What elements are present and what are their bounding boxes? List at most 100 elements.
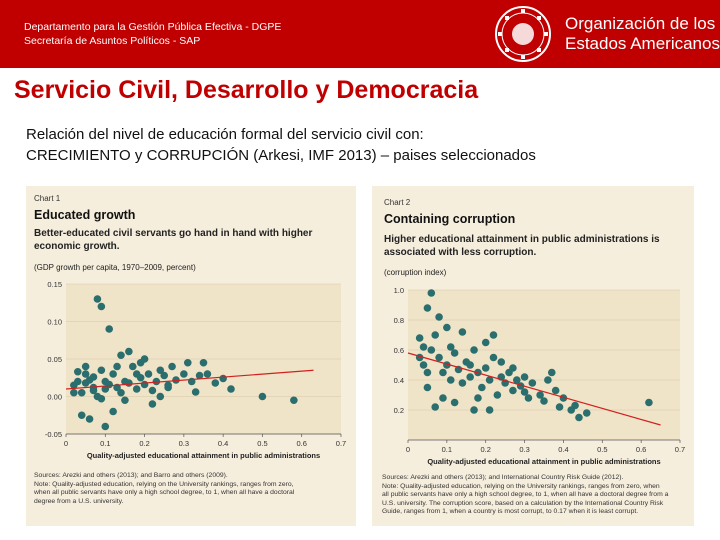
scatter-point xyxy=(415,334,424,342)
scatter-point xyxy=(439,394,447,402)
x-tick-label: 0 xyxy=(406,445,410,454)
chart-notes: Sources: Arezki and others (2013); and B… xyxy=(34,472,294,506)
chart-note-line: Sources: Arezki and others (2013); and I… xyxy=(382,474,624,481)
scatter-point xyxy=(551,386,560,395)
scatter-point xyxy=(125,379,133,387)
scatter-point xyxy=(97,394,106,403)
scatter-point xyxy=(419,361,428,369)
scatter-point xyxy=(540,397,548,405)
x-tick-label: 0.5 xyxy=(257,439,267,448)
scatter-point xyxy=(520,388,529,396)
x-tick-label: 0.1 xyxy=(442,445,452,454)
chart-lead-line: associated with less corruption. xyxy=(384,247,537,258)
corruption-scatter-chart: 1.0 0.8 0.6 0.4 0.2 0 0.1 0.2 0.3 0.4 0.5 0.6 0.7 Qua… xyxy=(394,286,686,466)
scatter-point xyxy=(117,351,125,360)
x-tick-label: 0.1 xyxy=(100,439,110,448)
scatter-point xyxy=(180,370,188,378)
scatter-point xyxy=(497,358,506,366)
chart-title: Containing corruption xyxy=(384,212,516,226)
page-title: Servicio Civil, Desarrollo y Democracia xyxy=(14,76,479,104)
x-tick-label: 0.2 xyxy=(480,445,490,454)
scatter-point xyxy=(481,338,490,347)
scatter-point xyxy=(427,346,436,354)
scatter-point xyxy=(485,376,494,384)
y-tick-label: 0.00 xyxy=(47,393,62,402)
scatter-point xyxy=(168,362,176,371)
y-tick-label: 1.0 xyxy=(394,286,404,295)
scatter-point xyxy=(582,409,591,417)
scatter-point xyxy=(485,406,494,414)
y-tick-label: 0.8 xyxy=(394,316,404,325)
chart-note-line: degree from a U.S. university. xyxy=(34,497,124,505)
chart-note-line: Sources: Arezki and others (2013); and B… xyxy=(34,472,228,479)
scatter-point xyxy=(446,343,455,351)
subtitle-line-1: Relación del nivel de educación formal d… xyxy=(26,126,424,143)
scatter-point xyxy=(160,371,169,380)
x-tick-label: 0.4 xyxy=(218,439,228,448)
oas-seal-icon xyxy=(495,6,551,62)
scatter-point xyxy=(152,377,161,386)
header-banner: Departamento para la Gestión Pública Efe… xyxy=(0,0,720,68)
scatter-point xyxy=(77,388,86,397)
department-line: Departamento para la Gestión Pública Efe… xyxy=(24,21,282,33)
scatter-point xyxy=(446,376,455,384)
chart-notes: Sources: Arezki and others (2013); and I… xyxy=(382,474,668,517)
chart-note-line: Note: Quality-adjusted education, relyin… xyxy=(382,482,660,490)
chart-lead: Higher educational attainment in public … xyxy=(384,233,660,259)
scatter-point xyxy=(132,370,141,378)
y-tick-label: 0.05 xyxy=(47,355,62,364)
scatter-point xyxy=(70,388,78,397)
scatter-point xyxy=(109,407,117,416)
scatter-point xyxy=(423,368,432,377)
department-info: Departamento para la Gestión Pública Efe… xyxy=(24,20,281,48)
scatter-point xyxy=(113,362,121,371)
y-tick-label: 0.15 xyxy=(47,280,62,289)
scatter-point xyxy=(474,394,482,402)
scatter-point xyxy=(450,398,459,407)
scatter-point xyxy=(431,331,439,339)
scatter-point xyxy=(211,379,220,387)
chart-title: Educated growth xyxy=(34,208,136,222)
scatter-point xyxy=(427,289,436,297)
growth-scatter-chart: 0.15 0.10 0.05 0.00 -0.050 0.1 0.2 0.3 0.4 0.5 0.6… xyxy=(45,280,346,460)
x-tick-label: 0.3 xyxy=(519,445,529,454)
scatter-point xyxy=(73,377,82,386)
scatter-point xyxy=(199,358,208,367)
chart-unit: (corruption index) xyxy=(384,268,447,277)
scatter-point xyxy=(493,391,502,399)
scatter-point xyxy=(85,415,94,423)
scatter-point xyxy=(423,383,432,392)
scatter-point xyxy=(419,343,428,351)
scatter-point xyxy=(470,406,478,414)
scatter-point xyxy=(101,422,110,431)
plot-area xyxy=(408,290,680,440)
scatter-point xyxy=(93,295,102,303)
chart-number: Chart 1 xyxy=(34,194,61,203)
scatter-point xyxy=(172,376,180,384)
chart-unit: (GDP growth per capita, 1970–2009, perce… xyxy=(34,263,196,272)
y-tick-label: 0.2 xyxy=(394,406,404,415)
scatter-point xyxy=(458,379,467,387)
org-line-1: Organización de los xyxy=(565,14,716,33)
x-tick-label: 0.2 xyxy=(139,439,149,448)
secretariat-line: Secretaría de Asuntos Políticos - SAP xyxy=(24,35,201,47)
chart-lead: Better-educated civil servants go hand i… xyxy=(34,227,312,253)
scatter-point xyxy=(109,370,117,378)
scatter-point xyxy=(105,325,114,333)
chart-lead-line: Better-educated civil servants go hand i… xyxy=(34,228,313,239)
scatter-point xyxy=(489,331,498,339)
scatter-point xyxy=(89,373,98,381)
trend-line xyxy=(407,352,661,426)
scatter-point xyxy=(97,302,106,311)
scatter-point xyxy=(489,353,498,362)
chart-number: Chart 2 xyxy=(384,198,411,207)
y-tick-label: 0.10 xyxy=(47,318,62,327)
scatter-point xyxy=(144,370,153,378)
chart-note-line: Note: Quality-adjusted education, relyin… xyxy=(34,480,294,488)
org-line-2: Estados Americanos xyxy=(565,34,720,53)
chart-note-line: when all public servants have only a hig… xyxy=(34,489,295,497)
scatter-point xyxy=(458,328,467,336)
scatter-point xyxy=(219,374,227,383)
scatter-point xyxy=(466,361,474,369)
scatter-point xyxy=(645,398,653,407)
